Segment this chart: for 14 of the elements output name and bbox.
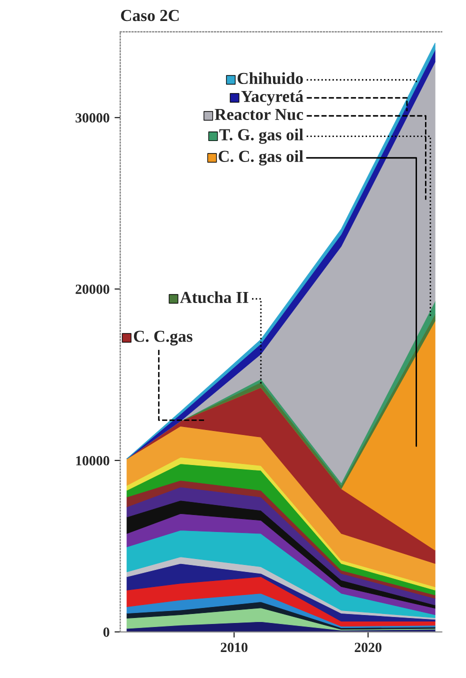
x-tick-label: 2010 bbox=[220, 642, 248, 652]
legend-label: T. G. gas oil bbox=[219, 128, 304, 144]
legend-label: C. C.gas bbox=[134, 330, 192, 346]
legend-label: Yacyretá bbox=[241, 90, 304, 106]
y-tick-label: 0 bbox=[103, 627, 110, 637]
y-tick-label: 10000 bbox=[76, 456, 110, 466]
y-tick-label: 30000 bbox=[76, 113, 110, 123]
legend-label: Atucha II bbox=[180, 291, 248, 304]
legend-label: Chihuido bbox=[238, 72, 303, 84]
legend-label: Reactor Nuc bbox=[214, 108, 304, 120]
legend-label: C. C. gas oil bbox=[218, 150, 304, 166]
y-tick-label: 20000 bbox=[76, 284, 110, 294]
x-tick-label: 2020 bbox=[354, 642, 382, 652]
chart-title: Caso 2C bbox=[121, 10, 179, 22]
